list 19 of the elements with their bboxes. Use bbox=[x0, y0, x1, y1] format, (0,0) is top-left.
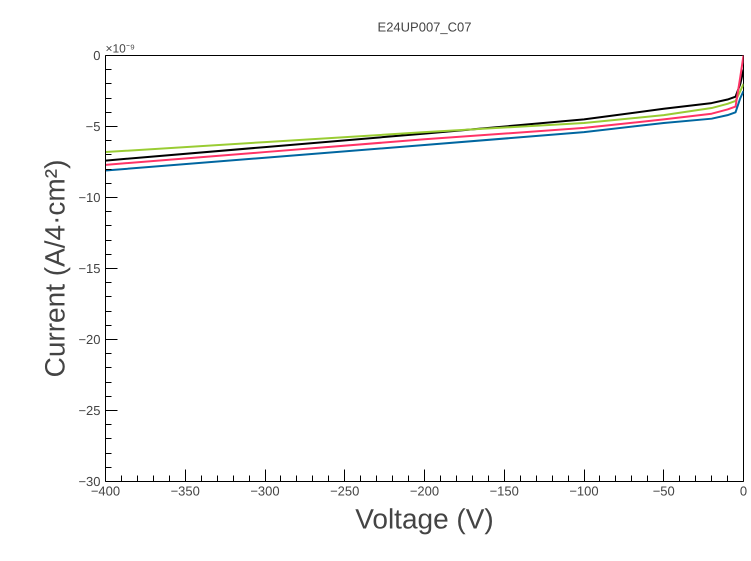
x-tick-label: −350 bbox=[170, 484, 200, 498]
y-tick-label: 0 bbox=[93, 48, 101, 63]
x-tick-label: −100 bbox=[569, 484, 599, 498]
x-tick-label: −50 bbox=[652, 484, 675, 498]
y-tick-label: −20 bbox=[78, 332, 101, 347]
annotation: ×10⁻⁹ bbox=[106, 42, 135, 56]
x-tick-label: −300 bbox=[250, 484, 280, 498]
chart-title: E24UP007_C07 bbox=[378, 20, 472, 34]
x-axis-title: Voltage (V) bbox=[355, 504, 494, 534]
x-tick-label: −150 bbox=[490, 484, 519, 498]
y-tick-label: −25 bbox=[78, 403, 101, 418]
y-tick-label: −10 bbox=[78, 190, 101, 205]
x-tick-label: −200 bbox=[410, 484, 440, 498]
y-axis-title: Current (A/4·cm²) bbox=[39, 160, 70, 378]
x-tick-label: −250 bbox=[330, 484, 360, 498]
x-tick-label: 0 bbox=[740, 484, 748, 498]
y-tick-label: −15 bbox=[78, 261, 101, 276]
y-tick-label: −5 bbox=[86, 119, 101, 134]
y-tick-label: −30 bbox=[78, 474, 101, 489]
